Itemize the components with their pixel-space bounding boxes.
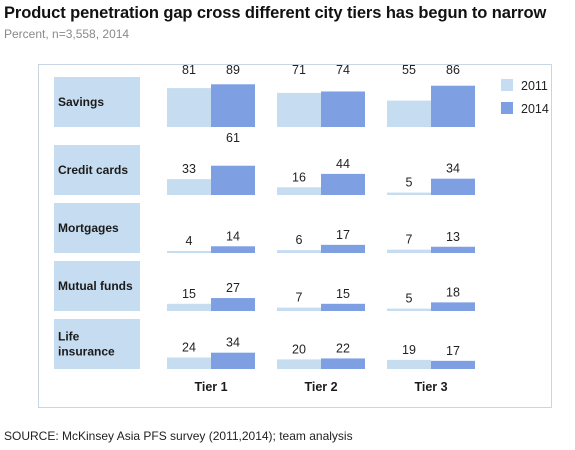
data-label: 33 bbox=[182, 162, 196, 176]
data-label: 86 bbox=[446, 65, 460, 77]
bar-2014 bbox=[321, 358, 365, 369]
row-label-box bbox=[54, 145, 140, 195]
row-label: Credit cards bbox=[58, 163, 128, 177]
data-label: 7 bbox=[406, 233, 413, 247]
data-label: 17 bbox=[446, 344, 460, 358]
legend-label: 2011 bbox=[521, 79, 548, 93]
data-label: 7 bbox=[296, 291, 303, 305]
data-label: 34 bbox=[446, 162, 460, 176]
data-label: 22 bbox=[336, 341, 350, 355]
bar-2011 bbox=[167, 303, 211, 311]
bar-2011 bbox=[167, 179, 211, 195]
data-label: 5 bbox=[406, 176, 413, 190]
data-label: 44 bbox=[336, 157, 350, 171]
data-label: 6 bbox=[296, 233, 303, 247]
chart-subtitle: Percent, n=3,558, 2014 bbox=[4, 27, 130, 41]
data-label: 18 bbox=[446, 285, 460, 299]
bar-2014 bbox=[321, 173, 365, 195]
row-label: Savings bbox=[58, 95, 104, 109]
bar-2011 bbox=[277, 187, 321, 195]
bar-2011 bbox=[387, 308, 431, 311]
data-label: 81 bbox=[182, 65, 196, 77]
data-label: 15 bbox=[182, 287, 196, 301]
bar-2011 bbox=[277, 250, 321, 253]
bar-2014 bbox=[321, 244, 365, 253]
chart-title: Product penetration gap cross different … bbox=[4, 4, 547, 22]
source-note: SOURCE: McKinsey Asia PFS survey (2011,2… bbox=[4, 429, 353, 443]
data-label: 20 bbox=[292, 342, 306, 356]
data-label: 5 bbox=[406, 292, 413, 306]
row-label-box bbox=[54, 261, 140, 311]
bar-2011 bbox=[277, 307, 321, 311]
bar-2011 bbox=[387, 100, 431, 127]
legend-swatch bbox=[501, 79, 513, 91]
bar-2011 bbox=[167, 88, 211, 127]
bar-2011 bbox=[387, 249, 431, 253]
bar-2011 bbox=[277, 359, 321, 369]
bar-2011 bbox=[387, 192, 431, 195]
legend-swatch bbox=[501, 102, 513, 114]
x-tick-label: Tier 3 bbox=[414, 380, 447, 394]
data-label: 74 bbox=[336, 65, 350, 77]
data-label: 71 bbox=[292, 65, 306, 77]
bar-2014 bbox=[321, 91, 365, 127]
row-label: Mutual funds bbox=[58, 279, 133, 293]
bar-2014 bbox=[211, 246, 255, 253]
bar-2014 bbox=[321, 303, 365, 311]
chart-panel: Savings 81 71 55 89 74 86 Credit cards 33 16 5 61 44… bbox=[38, 63, 552, 408]
bar-2014 bbox=[431, 302, 475, 311]
row-label: Mortgages bbox=[58, 221, 119, 235]
data-label: 27 bbox=[226, 281, 240, 295]
bar-2014 bbox=[431, 178, 475, 195]
bar-2011 bbox=[167, 251, 211, 253]
data-label: 19 bbox=[402, 343, 416, 357]
data-label: 13 bbox=[446, 230, 460, 244]
data-label: 16 bbox=[292, 170, 306, 184]
bar-2014 bbox=[431, 85, 475, 127]
row-label-box bbox=[54, 319, 140, 369]
bar-2014 bbox=[211, 84, 255, 127]
row-label-box bbox=[54, 77, 140, 127]
data-label: 4 bbox=[186, 234, 193, 248]
data-label: 15 bbox=[336, 287, 350, 301]
data-label: 55 bbox=[402, 65, 416, 77]
data-label: 34 bbox=[226, 336, 240, 350]
bar-2014 bbox=[431, 246, 475, 253]
data-label: 14 bbox=[226, 229, 240, 243]
x-tick-label: Tier 1 bbox=[194, 380, 227, 394]
bar-2011 bbox=[277, 92, 321, 127]
data-label: 61 bbox=[226, 131, 240, 145]
bar-2014 bbox=[211, 165, 255, 195]
bar-2014 bbox=[211, 298, 255, 311]
bar-2014 bbox=[431, 360, 475, 369]
row-label: Life insurance bbox=[58, 330, 115, 359]
bar-2014 bbox=[211, 352, 255, 369]
x-tick-label: Tier 2 bbox=[304, 380, 337, 394]
bar-2011 bbox=[387, 359, 431, 369]
data-label: 24 bbox=[182, 340, 196, 354]
data-label: 17 bbox=[336, 228, 350, 242]
row-label-box bbox=[54, 203, 140, 253]
legend-label: 2014 bbox=[521, 102, 549, 116]
data-label: 89 bbox=[226, 65, 240, 77]
bar-2011 bbox=[167, 357, 211, 369]
